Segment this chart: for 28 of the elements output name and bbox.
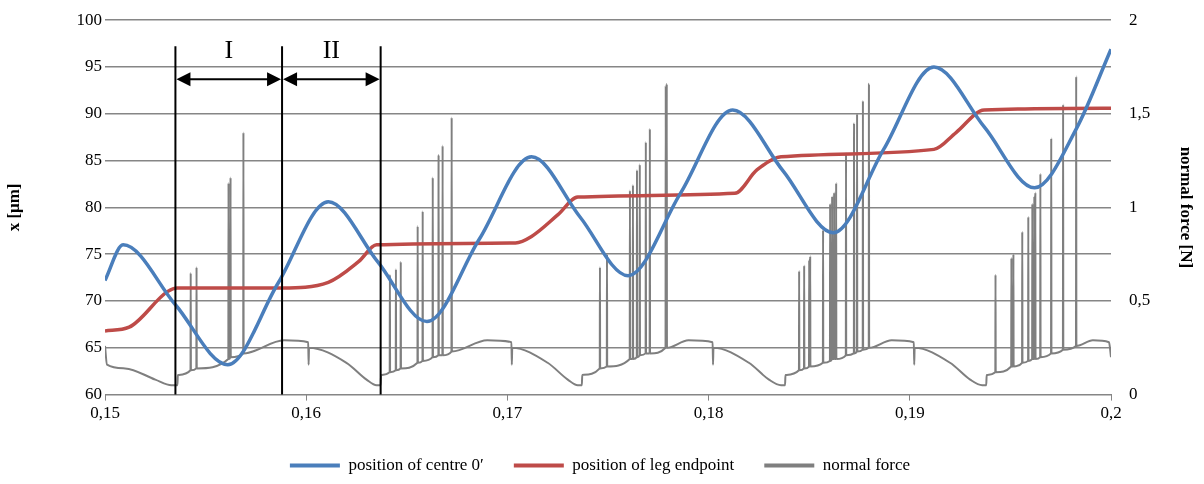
legend-label: normal force — [822, 454, 911, 474]
y2-tick-label: 0 — [1129, 384, 1138, 404]
annotation: II — [322, 35, 341, 64]
legend-label: position of centre 0ʹ — [348, 454, 484, 474]
y-tick-label: 70 — [85, 290, 102, 310]
y-tick-label: 100 — [76, 9, 102, 29]
y2-tick-label: 0,5 — [1129, 290, 1151, 310]
x-tick-label: 0,17 — [492, 403, 523, 423]
y2-tick-label: 1,5 — [1129, 103, 1151, 123]
line-series — [105, 106, 1111, 333]
legend-label: position of leg endpoint — [572, 454, 735, 474]
x-tick-label: 0,19 — [894, 403, 925, 423]
x-tick-label: 0,2 — [1100, 403, 1122, 423]
x-tick-label: 0,18 — [693, 403, 724, 423]
annotation: I — [224, 35, 234, 64]
y-tick-label: 75 — [85, 243, 102, 263]
y-tick-label: 95 — [85, 56, 102, 76]
y-axis-title: x [μm] — [3, 183, 23, 232]
y-tick-label: 60 — [85, 384, 102, 404]
x-tick-label: 0,15 — [90, 403, 120, 423]
y2-axis-title: normal force [N] — [1177, 146, 1197, 269]
y2-tick-label: 2 — [1129, 9, 1138, 29]
y-tick-label: 80 — [85, 196, 102, 216]
x-tick-label: 0,16 — [291, 403, 322, 423]
y-tick-label: 85 — [85, 150, 102, 170]
y-tick-label: 65 — [85, 337, 102, 357]
y2-tick-label: 1 — [1129, 196, 1138, 216]
y-tick-label: 90 — [85, 103, 102, 123]
